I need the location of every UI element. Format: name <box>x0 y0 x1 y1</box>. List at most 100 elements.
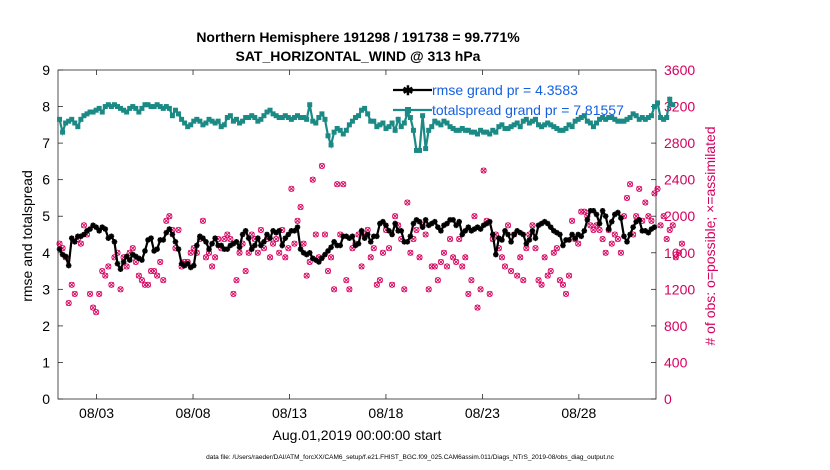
obs-possible-point <box>608 240 615 247</box>
obs-possible-point <box>385 245 393 252</box>
y-axis-label: rmse and totalspread <box>19 170 35 302</box>
rmse-point <box>78 233 84 240</box>
totalspread-point <box>313 120 319 126</box>
obs-assimilated-point <box>432 263 438 270</box>
totalspread-point <box>520 118 526 124</box>
obs-possible-point <box>346 286 353 293</box>
totalspread-point <box>57 116 63 122</box>
rmse-point <box>468 228 475 234</box>
obs-possible-point <box>303 272 310 279</box>
totalspread-point <box>557 127 563 133</box>
totalspread-point <box>359 107 365 113</box>
totalspread-point <box>618 118 624 124</box>
rmse-point <box>526 237 533 243</box>
obs-assimilated-point <box>660 213 667 219</box>
obs-assimilated-point <box>435 277 441 283</box>
rmse-point <box>633 218 639 225</box>
obs-assimilated-point <box>81 222 87 229</box>
rmse-point <box>309 255 316 262</box>
totalspread-point <box>142 102 148 108</box>
rmse-point <box>447 217 453 223</box>
obs-assimilated-point <box>651 190 658 197</box>
totalspread-point <box>447 124 453 130</box>
rmse-point <box>535 222 542 229</box>
obs-possible-point <box>373 281 380 288</box>
obs-assimilated-point <box>297 204 304 210</box>
obs-possible-point <box>508 268 515 275</box>
rmse-point <box>496 235 502 241</box>
obs-assimilated-point <box>310 176 316 183</box>
obs-assimilated-point <box>438 259 444 265</box>
obs-assimilated-point <box>340 181 346 187</box>
obs-assimilated-point <box>627 181 633 187</box>
obs-possible-point <box>71 290 78 297</box>
rmse-point <box>413 217 420 223</box>
rmse-point <box>84 228 90 234</box>
obs-possible-point <box>666 226 673 233</box>
obs-possible-point <box>270 240 277 247</box>
obs-possible-point <box>669 222 676 229</box>
totalspread-point <box>621 118 627 124</box>
obs-assimilated-point <box>233 277 240 283</box>
totalspread-point <box>151 104 157 110</box>
totalspread-point <box>218 124 224 130</box>
totalspread-point <box>212 120 218 126</box>
obs-possible-point <box>68 281 75 288</box>
obs-possible-point <box>138 277 145 284</box>
rmse-point <box>587 207 594 214</box>
rmse-point <box>279 242 286 249</box>
obs-possible-point <box>416 254 423 261</box>
rmse-point <box>557 231 563 238</box>
y2-tick-label: 2400 <box>664 172 695 188</box>
obs-assimilated-point <box>288 186 295 192</box>
totalspread-point <box>307 102 313 108</box>
obs-possible-point <box>575 240 582 247</box>
totalspread-point <box>148 104 154 110</box>
rmse-point <box>602 213 609 220</box>
rmse-point <box>108 233 115 240</box>
obs-possible-point <box>236 249 243 256</box>
obs-assimilated-point <box>319 163 325 169</box>
totalspread-point <box>456 127 462 133</box>
totalspread-point <box>166 105 172 111</box>
totalspread-point <box>380 120 386 126</box>
y2-tick-label: 400 <box>664 354 688 370</box>
obs-possible-point <box>581 208 588 215</box>
obs-assimilated-point <box>224 231 231 238</box>
rmse-point <box>276 228 282 234</box>
y2-tick-label: 2800 <box>664 135 695 151</box>
rmse-point <box>572 235 578 241</box>
totalspread-point <box>258 116 264 122</box>
totalspread-point <box>401 120 407 126</box>
obs-assimilated-point <box>236 250 243 256</box>
obs-possible-point <box>389 281 396 288</box>
obs-assimilated-point <box>615 236 621 242</box>
obs-possible-point <box>462 254 469 261</box>
obs-possible-point <box>117 286 124 293</box>
obs-assimilated-point <box>676 250 682 256</box>
totalspread-point <box>511 122 517 128</box>
obs-assimilated-point <box>551 250 557 256</box>
x-tick-label: 08/03 <box>79 405 114 421</box>
totalspread-point <box>581 113 587 119</box>
totalspread-point <box>624 116 630 122</box>
totalspread-point <box>319 111 325 117</box>
obs-possible-point <box>425 286 432 293</box>
obs-possible-point <box>221 236 228 243</box>
totalspread-point <box>569 124 575 130</box>
legend-marker-totalspread <box>405 107 411 113</box>
rmse-point <box>511 231 517 238</box>
totalspread-point <box>658 115 664 121</box>
rmse-point <box>56 246 63 252</box>
y-tick-label: 7 <box>42 135 50 151</box>
totalspread-point <box>301 115 307 121</box>
obs-possible-point <box>102 272 109 279</box>
totalspread-point <box>331 129 337 135</box>
obs-assimilated-point <box>368 254 374 261</box>
rmse-point <box>578 233 585 240</box>
totalspread-point <box>322 116 328 122</box>
y2-tick-label: 0 <box>664 391 672 407</box>
obs-assimilated-point <box>258 227 264 233</box>
obs-possible-point <box>266 254 274 261</box>
obs-assimilated-point <box>227 236 234 242</box>
